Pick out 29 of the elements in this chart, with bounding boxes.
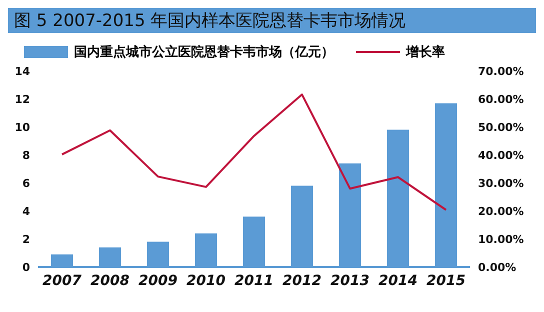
y-tick-label: 12 [14,92,30,106]
x-tick-label: 2012 [282,272,322,289]
x-tick-label: 2014 [378,272,418,289]
x-tick-label: 2009 [138,272,178,289]
y2-tick-label: 0.00% [478,260,516,274]
x-tick-label: 2007 [42,272,82,289]
y2-tick-label: 50.00% [478,120,524,134]
x-tick-label: 2013 [330,272,370,289]
y2-tick-label: 30.00% [478,176,524,190]
legend-label: 国内重点城市公立医院恩替卡韦市场（亿元） [74,44,334,61]
y-tick-label: 4 [22,204,30,218]
y2-tick-label: 20.00% [478,204,524,218]
y-tick-label: 8 [22,148,30,162]
x-tick-label: 2008 [90,272,130,289]
y2-tick-label: 70.00% [478,64,524,78]
x-tick-label: 2015 [426,272,466,289]
y-tick-label: 2 [22,232,30,246]
line-series [61,94,447,211]
y-tick-label: 6 [22,176,30,190]
y-tick-label: 10 [14,120,30,134]
legend-label: 增长率 [406,44,445,61]
x-tick-label: 2010 [186,272,226,289]
y-tick-label: 0 [22,260,30,274]
chart-title: 图 5 2007-2015 年国内样本医院恩替卡韦市场情况 [8,8,536,33]
y-tick-label: 14 [14,64,30,78]
y2-tick-label: 40.00% [478,148,524,162]
y2-tick-label: 10.00% [478,232,524,246]
x-tick-label: 2011 [234,272,274,289]
y2-tick-label: 60.00% [478,92,524,106]
